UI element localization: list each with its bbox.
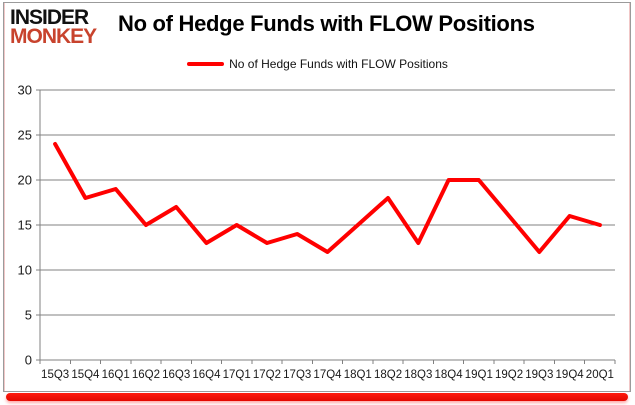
x-tick-label: 18Q1	[344, 369, 372, 381]
y-tick-label: 15	[18, 218, 32, 233]
hedge-fund-series-line	[53, 142, 602, 254]
legend-series-label: No of Hedge Funds with FLOW Positions	[229, 57, 448, 71]
x-tick-label: 19Q1	[465, 369, 493, 381]
x-tick-label: 16Q3	[162, 369, 190, 381]
x-tick-label: 19Q4	[556, 369, 585, 381]
logo-insider-text: INSIDER	[10, 6, 89, 29]
x-tick-label: 18Q3	[404, 369, 432, 381]
logo-monkey-text: MONKEY	[10, 25, 97, 49]
x-tick-label: 18Q2	[374, 369, 402, 381]
y-tick-label: 30	[18, 83, 32, 98]
legend-line-marker	[187, 62, 225, 66]
x-tick-label: 17Q1	[223, 369, 251, 381]
y-tick-label: 25	[18, 128, 32, 143]
x-tick-label: 15Q3	[41, 369, 69, 381]
card-bottom-accent-bar	[6, 393, 628, 401]
x-tick-label: 18Q4	[434, 369, 463, 381]
chart-header: INSIDER MONKEY No of Hedge Funds with FL…	[10, 6, 535, 49]
x-tick-label: 16Q4	[192, 369, 221, 381]
y-tick-label: 5	[25, 308, 32, 323]
y-tick-label: 20	[18, 173, 32, 188]
x-tick-label: 16Q1	[102, 369, 130, 381]
x-tick-label: 17Q4	[313, 369, 342, 381]
chart-title: No of Hedge Funds with FLOW Positions	[118, 11, 535, 36]
x-tick-label: 20Q1	[586, 369, 614, 381]
insider-monkey-logo: INSIDER MONKEY	[10, 6, 110, 49]
x-tick-label: 17Q3	[283, 369, 311, 381]
x-tick-label: 17Q2	[253, 369, 281, 381]
x-tick-label: 19Q3	[525, 369, 553, 381]
x-tick-label: 16Q2	[132, 369, 160, 381]
y-tick-label: 10	[18, 263, 32, 278]
chart-legend: No of Hedge Funds with FLOW Positions	[0, 56, 635, 72]
x-tick-label: 15Q4	[71, 369, 100, 381]
y-tick-label: 0	[25, 353, 32, 368]
x-tick-label: 19Q2	[495, 369, 523, 381]
chart-card-frame	[3, 2, 631, 392]
